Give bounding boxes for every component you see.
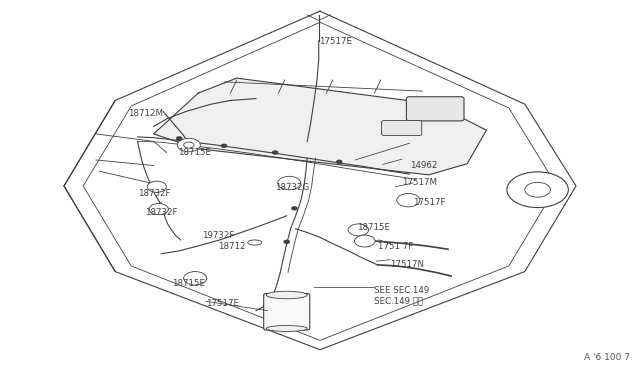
- Text: 17517E: 17517E: [319, 37, 352, 46]
- Circle shape: [337, 160, 342, 163]
- Circle shape: [355, 235, 375, 247]
- Text: 17517M: 17517M: [402, 178, 437, 187]
- Text: 18715E: 18715E: [357, 223, 390, 232]
- Text: 18712: 18712: [218, 242, 245, 251]
- Ellipse shape: [248, 240, 262, 245]
- Text: 18732F: 18732F: [138, 189, 170, 198]
- Circle shape: [284, 240, 289, 243]
- Text: 17517F: 17517F: [413, 198, 445, 207]
- FancyBboxPatch shape: [381, 121, 422, 135]
- FancyBboxPatch shape: [264, 294, 310, 330]
- Circle shape: [221, 144, 227, 147]
- Circle shape: [397, 193, 420, 207]
- Circle shape: [273, 151, 278, 154]
- Text: 18712M: 18712M: [128, 109, 163, 118]
- Circle shape: [177, 138, 200, 152]
- Text: 14962: 14962: [410, 161, 437, 170]
- Text: 18715E: 18715E: [172, 279, 205, 288]
- Circle shape: [177, 137, 182, 140]
- Circle shape: [348, 224, 369, 236]
- Circle shape: [149, 203, 168, 215]
- Ellipse shape: [266, 326, 307, 331]
- Circle shape: [507, 172, 568, 208]
- Text: SEE SEC.149: SEE SEC.149: [374, 286, 429, 295]
- Text: 1751 7F: 1751 7F: [378, 242, 413, 251]
- Text: 17517E: 17517E: [206, 299, 239, 308]
- Circle shape: [184, 272, 207, 285]
- Text: A '6 100 7: A '6 100 7: [584, 353, 630, 362]
- Text: 17517N: 17517N: [390, 260, 424, 269]
- Circle shape: [278, 176, 301, 190]
- Circle shape: [184, 142, 194, 148]
- Text: 18715E: 18715E: [178, 148, 211, 157]
- Circle shape: [525, 182, 550, 197]
- Text: 19732F: 19732F: [202, 231, 234, 240]
- Circle shape: [292, 207, 297, 210]
- Polygon shape: [154, 78, 486, 175]
- FancyBboxPatch shape: [406, 97, 464, 121]
- Ellipse shape: [266, 291, 307, 299]
- Text: 18732G: 18732G: [275, 183, 310, 192]
- Text: SEC.149 参照: SEC.149 参照: [374, 296, 424, 305]
- Text: 18732F: 18732F: [145, 208, 177, 217]
- Circle shape: [147, 181, 166, 192]
